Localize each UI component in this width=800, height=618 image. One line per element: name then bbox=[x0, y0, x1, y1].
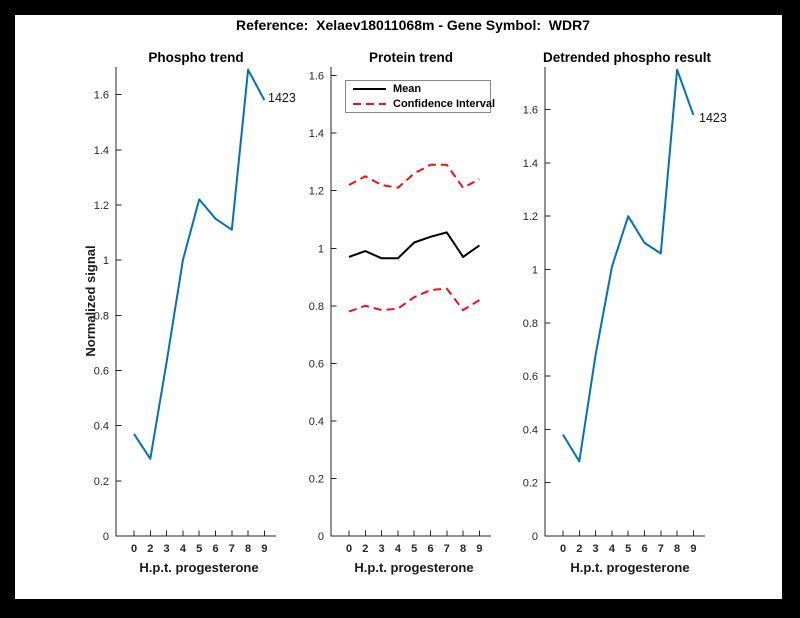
x-tick-label: 4 bbox=[609, 543, 616, 555]
y-tick-label: 1.4 bbox=[309, 128, 324, 140]
legend-row-mean: Mean bbox=[353, 82, 490, 96]
y-tick-label: 1.4 bbox=[94, 145, 109, 157]
y-tick-label: 0.4 bbox=[94, 421, 109, 433]
y-tick-label: 0.2 bbox=[523, 478, 538, 490]
y-tick-label: 1.2 bbox=[94, 200, 109, 212]
y-tick-label: 0.6 bbox=[309, 358, 324, 370]
legend-label-mean: Mean bbox=[393, 82, 422, 95]
x-tick-label: 5 bbox=[411, 543, 417, 555]
legend-row-ci: Confidence Interval bbox=[353, 97, 495, 111]
x-tick-label: 8 bbox=[674, 543, 680, 555]
mean-line-sample-icon bbox=[353, 87, 386, 90]
series-annotation-phospho: 1423 bbox=[268, 91, 296, 105]
x-tick-label: 2 bbox=[362, 543, 368, 555]
x-tick-label: 7 bbox=[658, 543, 664, 555]
axis-spines bbox=[115, 67, 276, 537]
y-axis-label: Normalized signal bbox=[83, 245, 98, 357]
x-tick-label: 6 bbox=[212, 543, 218, 555]
y-tick-label: 1.6 bbox=[94, 90, 109, 102]
y-tick-label: 1 bbox=[532, 265, 538, 277]
y-tick-label: 0.8 bbox=[523, 318, 538, 330]
y-tick-label: 0.8 bbox=[94, 310, 109, 322]
axis-spines bbox=[330, 67, 491, 537]
phospho-line bbox=[133, 68, 266, 460]
y-tick-label: 1 bbox=[103, 255, 109, 267]
upper-ci-line bbox=[348, 163, 480, 189]
subplot-3: 00.20.40.60.811.21.41.60 2 3 4 5 6 7 8 9 bbox=[523, 67, 705, 555]
series-annotation-detrended: 1423 bbox=[699, 111, 727, 125]
x-axis-label-1: H.p.t. progesterone bbox=[139, 560, 259, 575]
y-tick-label: 1.2 bbox=[523, 211, 538, 223]
y-tick-label: 0 bbox=[103, 531, 109, 543]
x-tick-label: 3 bbox=[164, 543, 170, 555]
lower-ci-line bbox=[348, 287, 480, 313]
x-tick-label: 6 bbox=[641, 543, 647, 555]
x-tick-label: 0 bbox=[346, 543, 352, 555]
x-tick-label: 4 bbox=[180, 543, 187, 555]
y-tick-label: 1.6 bbox=[309, 71, 324, 83]
x-tick-label: 7 bbox=[444, 543, 450, 555]
y-tick-label: 0.6 bbox=[94, 365, 109, 377]
y-tick-label: 0.8 bbox=[309, 301, 324, 313]
x-tick-label: 9 bbox=[261, 543, 267, 555]
y-tick-label: 0.2 bbox=[94, 476, 109, 488]
ci-line-sample-icon bbox=[353, 103, 386, 106]
legend-box: Mean Confidence Interval bbox=[345, 80, 495, 113]
y-tick-label: 1 bbox=[318, 243, 324, 255]
axis-spines bbox=[544, 67, 705, 537]
y-tick-label: 0.2 bbox=[309, 473, 324, 485]
x-tick-label: 2 bbox=[576, 543, 582, 555]
subplot-title-protein: Protein trend bbox=[368, 50, 453, 65]
x-tick-label: 3 bbox=[593, 543, 599, 555]
x-tick-label: 5 bbox=[196, 543, 202, 555]
subplot-title-detrended: Detrended phospho result bbox=[542, 50, 711, 65]
x-axis-label-3: H.p.t. progesterone bbox=[570, 560, 690, 575]
y-tick-label: 1.4 bbox=[523, 158, 538, 170]
x-tick-label: 7 bbox=[229, 543, 235, 555]
x-tick-label: 9 bbox=[476, 543, 482, 555]
detrended-line bbox=[562, 68, 695, 463]
y-tick-label: 0 bbox=[318, 531, 324, 543]
y-tick-label: 0.4 bbox=[309, 416, 324, 428]
y-tick-label: 1.2 bbox=[309, 186, 324, 198]
subplot-2: 00.20.40.60.811.21.41.60 2 3 4 5 6 7 8 9 bbox=[309, 67, 491, 555]
x-tick-label: 5 bbox=[625, 543, 631, 555]
y-tick-label: 0 bbox=[532, 531, 538, 543]
y-tick-label: 0.4 bbox=[523, 424, 538, 436]
x-tick-label: 6 bbox=[427, 543, 433, 555]
figure-title: Reference: Xelaev18011068m - Gene Symbol… bbox=[235, 17, 591, 33]
subplot-title-phospho: Phospho trend bbox=[148, 50, 244, 65]
y-tick-label: 1.6 bbox=[523, 105, 538, 117]
x-tick-label: 9 bbox=[690, 543, 696, 555]
x-tick-label: 3 bbox=[379, 543, 385, 555]
y-tick-label: 0.6 bbox=[523, 371, 538, 383]
x-tick-label: 4 bbox=[395, 543, 402, 555]
legend-label-ci: Confidence Interval bbox=[393, 98, 496, 111]
x-tick-label: 2 bbox=[147, 543, 153, 555]
x-axis-label-2: H.p.t. progesterone bbox=[354, 560, 474, 575]
x-tick-label: 0 bbox=[560, 543, 566, 555]
x-tick-label: 8 bbox=[245, 543, 251, 555]
x-tick-label: 8 bbox=[460, 543, 466, 555]
x-tick-label: 0 bbox=[131, 543, 137, 555]
mean-line bbox=[348, 231, 480, 260]
subplot-1: 00.20.40.60.811.21.41.60 2 3 4 5 6 7 8 9 bbox=[94, 67, 276, 555]
